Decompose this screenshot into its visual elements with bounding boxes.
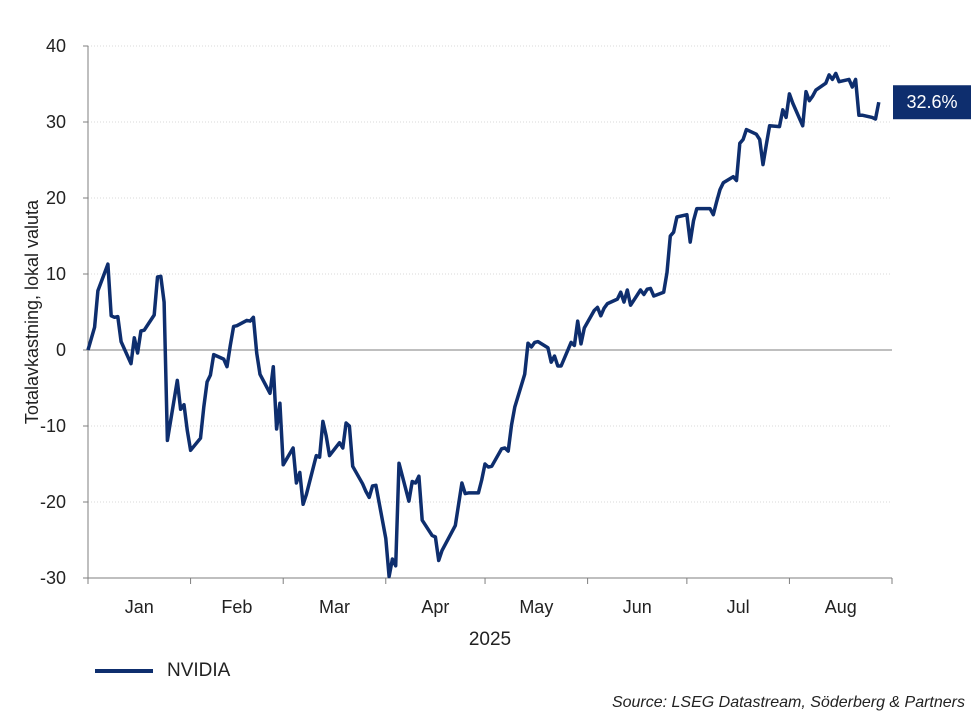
x-tick-label: May bbox=[519, 597, 553, 617]
x-tick-label: Jun bbox=[623, 597, 652, 617]
x-tick-label: Apr bbox=[421, 597, 449, 617]
end-value-text: 32.6% bbox=[906, 92, 957, 112]
y-tick-label: -30 bbox=[40, 568, 66, 588]
x-tick-label: Jul bbox=[727, 597, 750, 617]
y-tick-label: -10 bbox=[40, 416, 66, 436]
legend: NVIDIA bbox=[95, 660, 230, 682]
y-tick-label: 40 bbox=[46, 36, 66, 56]
y-tick-labels: -30 -20 -10 0 10 20 30 40 bbox=[40, 36, 66, 588]
legend-label-nvidia: NVIDIA bbox=[167, 660, 231, 681]
x-tick-label: Jan bbox=[125, 597, 154, 617]
y-axis-label: Totalavkastning, lokal valuta bbox=[22, 199, 42, 424]
series-line-nvidia bbox=[86, 71, 881, 579]
end-value-label: 32.6% bbox=[893, 85, 971, 120]
x-tick-label: Aug bbox=[825, 597, 857, 617]
end-value-box bbox=[893, 85, 971, 120]
y-tick-label: 10 bbox=[46, 264, 66, 284]
source-note: Source: LSEG Datastream, Söderberg & Par… bbox=[611, 694, 965, 711]
x-tick-label: Mar bbox=[319, 597, 350, 617]
x-axis-title: 2025 bbox=[469, 629, 511, 650]
y-tick-label: -20 bbox=[40, 492, 66, 512]
y-tick-label: 0 bbox=[56, 340, 66, 360]
x-tick-marks bbox=[87, 578, 893, 584]
x-tick-labels: Jan Feb Mar Apr May Jun Jul Aug bbox=[125, 597, 857, 617]
y-tick-label: 20 bbox=[46, 188, 66, 208]
legend-swatch-nvidia bbox=[95, 669, 153, 673]
x-tick-label: Feb bbox=[221, 597, 252, 617]
y-tick-label: 30 bbox=[46, 112, 66, 132]
